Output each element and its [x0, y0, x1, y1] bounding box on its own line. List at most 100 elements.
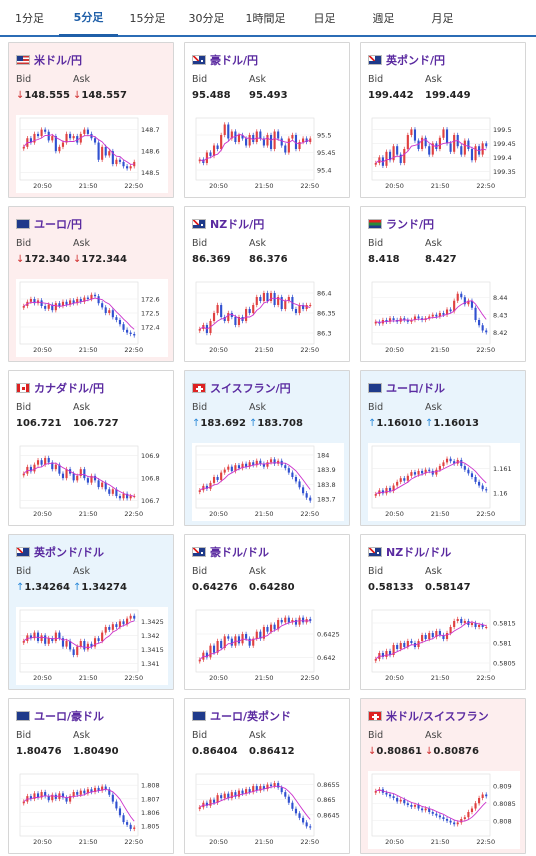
- price-chart[interactable]: 86.4 86.35 86.3 20:50 21:50 22:50: [192, 279, 344, 357]
- pair-name[interactable]: 米ドル/スイスフラン: [386, 710, 489, 723]
- price-chart[interactable]: 184 183.9 183.8 183.7 20:50 21:50 22:50: [192, 443, 344, 521]
- rate-card[interactable]: ユーロ/円 Bid Ask ↓172.340 ↓172.344 172.6 172.5 172…: [8, 206, 174, 362]
- tab-timeframe-7[interactable]: 月足: [431, 11, 454, 25]
- rate-card[interactable]: 米ドル/スイスフラン Bid Ask ↓0.80861 ↓0.80876 0.809 0.8…: [360, 698, 526, 854]
- candle-body: [205, 152, 208, 163]
- pair-name[interactable]: 米ドル/円: [34, 54, 83, 67]
- ask-price: 1.34274: [81, 582, 127, 593]
- candle-body: [388, 651, 392, 655]
- rate-card[interactable]: 米ドル/円 Bid Ask ↓148.555 ↓148.557 148.7 148.6 148…: [8, 42, 174, 198]
- candle-body: [108, 789, 111, 795]
- pair-name[interactable]: NZドル/ドル: [386, 546, 452, 559]
- candle-body: [287, 468, 290, 473]
- rate-card[interactable]: NZドル/ドル Bid Ask 0.58133 0.58147 0.5815 0.581 0.…: [360, 534, 526, 690]
- price-chart[interactable]: 0.8655 0.865 0.8645 20:50 21:50 22:50: [192, 771, 344, 849]
- candle-body: [287, 138, 290, 153]
- candle-body: [79, 790, 82, 795]
- candle-body: [385, 320, 388, 322]
- candle-body: [245, 309, 248, 321]
- x-tick-label: 20:50: [209, 182, 228, 190]
- price-chart[interactable]: 148.7 148.6 148.5 20:50 21:50 22:50: [16, 115, 168, 193]
- price-chart[interactable]: 1.808 1.807 1.806 1.805 20:50 21:50 22:50: [16, 771, 168, 849]
- tab-timeframe-1[interactable]: 5分足: [59, 0, 118, 37]
- rate-card[interactable]: 豪ドル/円 Bid Ask 95.488 95.493 95.5 95.45 95.4 20:5…: [184, 42, 350, 198]
- y-tick-label: 106.7: [141, 497, 160, 505]
- candlestick-chart: 172.6 172.5 172.4 20:50 21:50 22:50: [19, 281, 160, 354]
- candle-body: [126, 329, 129, 333]
- trend-arrow-icon: ↑: [192, 418, 201, 429]
- rate-card[interactable]: カナダドル/円 Bid Ask 106.721 106.727 106.9 106.8 106…: [8, 370, 174, 526]
- tab-timeframe-3[interactable]: 30分足: [188, 11, 225, 25]
- candle-body: [259, 297, 262, 301]
- pair-header: ユーロ/英ポンド: [192, 708, 291, 724]
- candle-body: [396, 146, 399, 155]
- tab-timeframe-2[interactable]: 15分足: [129, 11, 166, 25]
- pair-name[interactable]: ユーロ/ドル: [386, 382, 446, 395]
- candle-body: [463, 140, 466, 155]
- pair-name[interactable]: スイスフラン/円: [210, 382, 291, 395]
- pair-name[interactable]: ユーロ/円: [34, 218, 83, 231]
- price-chart[interactable]: 1.3425 1.342 1.3415 1.341 20:50 21:50 22:50: [16, 607, 168, 685]
- candle-body: [388, 151, 392, 161]
- pair-name[interactable]: 豪ドル/ドル: [210, 546, 270, 559]
- rate-card[interactable]: 豪ドル/ドル Bid Ask 0.64276 0.64280 0.6425 0.642 20:…: [184, 534, 350, 690]
- candle-body: [51, 794, 54, 801]
- pair-name[interactable]: カナダドル/円: [34, 382, 105, 395]
- pair-name[interactable]: ユーロ/英ポンド: [210, 710, 292, 723]
- price-chart[interactable]: 1.161 1.16 20:50 21:50 22:50: [368, 443, 520, 521]
- y-tick-label: 199.5: [493, 126, 512, 134]
- bid-value: 0.86404: [192, 746, 238, 757]
- pair-name[interactable]: ユーロ/豪ドル: [34, 710, 105, 723]
- candle-body: [399, 154, 402, 163]
- tab-timeframe-0[interactable]: 1分足: [15, 11, 44, 25]
- tab-timeframe-6[interactable]: 週足: [372, 11, 395, 25]
- price-chart[interactable]: 0.809 0.8085 0.808 20:50 21:50 22:50: [368, 771, 520, 849]
- price-chart[interactable]: 95.5 95.45 95.4 20:50 21:50 22:50: [192, 115, 344, 193]
- rate-card[interactable]: ランド/円 Bid Ask 8.418 8.427 8.44 8.43 8.42 20:50 21…: [360, 206, 526, 362]
- price-chart[interactable]: 0.6425 0.642 20:50 21:50 22:50: [192, 607, 344, 685]
- candle-body: [445, 458, 449, 463]
- candle-body: [413, 129, 417, 141]
- candle-body: [396, 798, 399, 802]
- rate-card[interactable]: ユーロ/英ポンド Bid Ask 0.86404 0.86412 0.8655 0.865 0…: [184, 698, 350, 854]
- price-chart[interactable]: 172.6 172.5 172.4 20:50 21:50 22:50: [16, 279, 168, 357]
- tab-timeframe-4[interactable]: 1時間足: [245, 11, 286, 25]
- pair-header: カナダドル/円: [16, 380, 104, 396]
- x-tick-label: 21:50: [255, 510, 274, 518]
- candle-body: [209, 799, 212, 806]
- candle-body: [280, 620, 283, 623]
- ask-label: Ask: [425, 566, 442, 577]
- x-tick-label: 22:50: [476, 510, 495, 518]
- price-chart[interactable]: 0.5815 0.581 0.5805 20:50 21:50 22:50: [368, 607, 520, 685]
- candle-body: [388, 794, 392, 797]
- rate-card[interactable]: スイスフラン/円 Bid Ask ↑183.692 ↑183.708 184 183.9 18…: [184, 370, 350, 526]
- price-chart[interactable]: 199.5 199.45 199.4 199.35 20:50 21:50 22:50: [368, 115, 520, 193]
- candle-body: [205, 652, 208, 658]
- gb-flag-icon: [16, 547, 30, 557]
- candle-body: [485, 330, 488, 333]
- rate-card[interactable]: 英ポンド/ドル Bid Ask ↑1.34264 ↑1.34274 1.3425 1.342…: [8, 534, 174, 690]
- ch-flag-icon: [368, 711, 382, 721]
- candle-body: [269, 624, 273, 632]
- candle-body: [421, 137, 424, 149]
- tab-timeframe-5[interactable]: 日足: [313, 11, 336, 25]
- candle-body: [29, 635, 32, 639]
- nz-flag-icon: [192, 219, 206, 229]
- rate-card[interactable]: ユーロ/ドル Bid Ask ↑1.16010 ↑1.16013 1.161 1.16 20:…: [360, 370, 526, 526]
- y-tick-label: 8.42: [493, 329, 507, 337]
- rate-card[interactable]: NZドル/円 Bid Ask 86.369 86.376 86.4 86.35 86.3 20:…: [184, 206, 350, 362]
- rate-card[interactable]: ユーロ/豪ドル Bid Ask 1.80476 1.80490 1.808 1.807 1.8…: [8, 698, 174, 854]
- pair-name[interactable]: 英ポンド/ドル: [34, 546, 105, 559]
- pair-name[interactable]: ランド/円: [386, 218, 435, 231]
- pair-name[interactable]: NZドル/円: [210, 218, 265, 231]
- pair-name[interactable]: 豪ドル/円: [210, 54, 259, 67]
- pair-name[interactable]: 英ポンド/円: [386, 54, 446, 67]
- candle-body: [449, 309, 452, 312]
- price-chart[interactable]: 8.44 8.43 8.42 20:50 21:50 22:50: [368, 279, 520, 357]
- rate-card[interactable]: 英ポンド/円 Bid Ask 199.442 199.449 199.5 199.45 199…: [360, 42, 526, 198]
- price-chart[interactable]: 106.9 106.8 106.7 20:50 21:50 22:50: [16, 443, 168, 521]
- candle-body: [40, 635, 43, 641]
- moving-average-line: [375, 461, 487, 495]
- candle-body: [255, 131, 258, 142]
- candle-body: [302, 305, 305, 309]
